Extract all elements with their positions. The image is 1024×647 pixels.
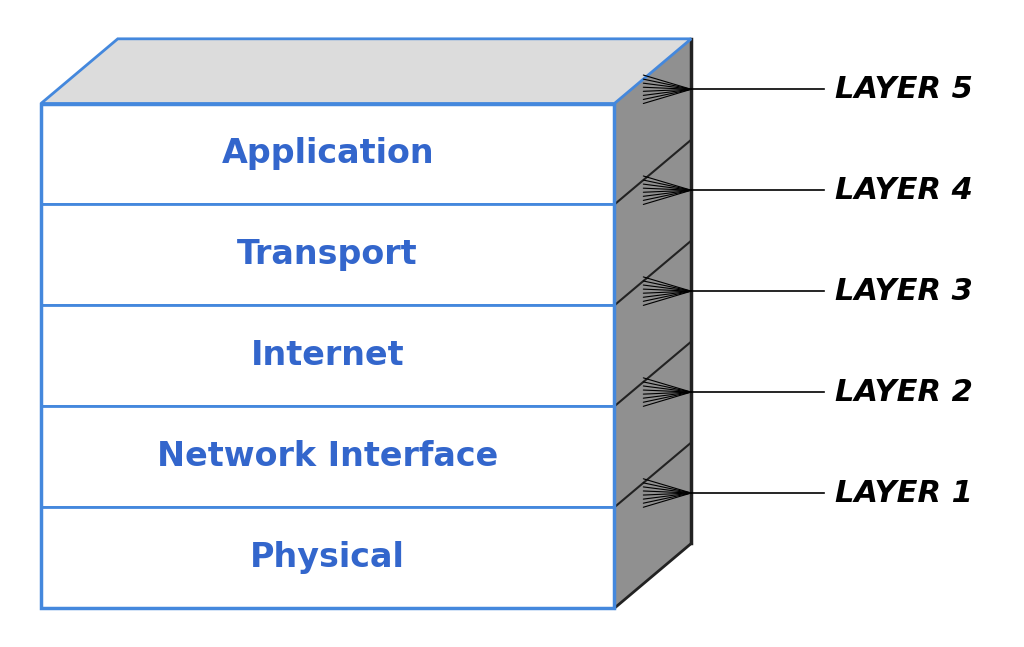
Text: Internet: Internet bbox=[251, 339, 404, 373]
Text: LAYER 2: LAYER 2 bbox=[835, 378, 973, 406]
Text: LAYER 5: LAYER 5 bbox=[835, 75, 973, 104]
Polygon shape bbox=[41, 204, 614, 305]
Text: LAYER 3: LAYER 3 bbox=[835, 277, 973, 305]
Polygon shape bbox=[614, 39, 691, 608]
Text: Network Interface: Network Interface bbox=[157, 440, 499, 474]
Text: LAYER 4: LAYER 4 bbox=[835, 176, 973, 204]
Text: Application: Application bbox=[221, 137, 434, 171]
Text: Physical: Physical bbox=[250, 541, 406, 575]
Polygon shape bbox=[41, 406, 614, 507]
Polygon shape bbox=[41, 39, 691, 104]
Polygon shape bbox=[41, 305, 614, 406]
Text: LAYER 1: LAYER 1 bbox=[835, 479, 973, 507]
Polygon shape bbox=[41, 104, 614, 204]
Text: Transport: Transport bbox=[238, 238, 418, 272]
Polygon shape bbox=[41, 507, 614, 608]
